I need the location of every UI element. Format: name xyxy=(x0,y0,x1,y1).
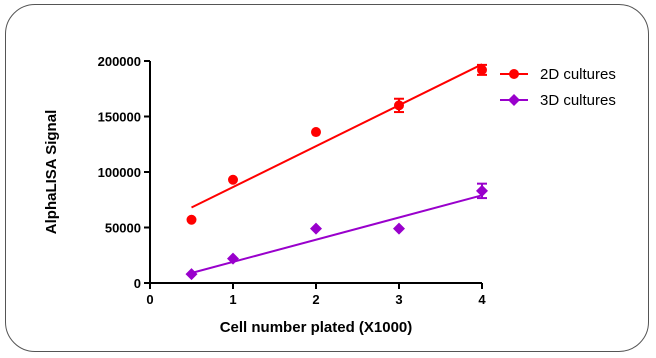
x-tick-label: 1 xyxy=(229,292,236,307)
legend-swatch-marker xyxy=(509,69,519,79)
y-tick-label: 50000 xyxy=(105,221,141,236)
x-tick-label: 2 xyxy=(312,292,319,307)
point-3d-cultures xyxy=(476,184,488,197)
fit-line-3d-cultures xyxy=(191,194,483,274)
y-tick-label: 100000 xyxy=(98,165,141,180)
point-2d-cultures xyxy=(186,214,197,225)
legend-swatch-marker xyxy=(508,94,520,106)
point-2d-cultures xyxy=(477,64,487,75)
fit-lines xyxy=(191,63,483,274)
point-2d-cultures xyxy=(311,127,321,138)
legend-item-2d-cultures: 2D cultures xyxy=(500,66,616,83)
point-3d-cultures xyxy=(393,222,405,235)
x-axis-title: Cell number plated (X1000) xyxy=(220,319,413,336)
point-3d-cultures xyxy=(310,222,322,235)
legend-item-3d-cultures: 3D cultures xyxy=(500,92,616,109)
y-tick-label: 150000 xyxy=(98,110,141,125)
point-3d-cultures xyxy=(227,252,239,265)
y-axis: 0 50000 100000 150000 200000 xyxy=(98,54,151,291)
legend-label: 2D cultures xyxy=(540,66,616,83)
x-tick-label: 4 xyxy=(478,292,486,307)
x-tick-label: 3 xyxy=(395,292,402,307)
point-2d-cultures xyxy=(228,174,238,185)
y-axis-title: AlphaLISA Signal xyxy=(43,110,60,234)
y-tick-label: 0 xyxy=(134,276,141,291)
legend: 2D cultures 3D cultures xyxy=(500,66,616,109)
legend-label: 3D cultures xyxy=(540,92,616,109)
y-tick-label: 200000 xyxy=(98,54,141,69)
point-3d-cultures xyxy=(185,268,198,281)
x-axis: 0 1 2 3 4 xyxy=(146,282,486,307)
fit-line-2d-cultures xyxy=(191,63,483,209)
chart-frame xyxy=(5,4,649,352)
point-2d-cultures xyxy=(394,100,404,111)
data-points xyxy=(185,64,488,281)
x-tick-label: 0 xyxy=(146,292,153,307)
